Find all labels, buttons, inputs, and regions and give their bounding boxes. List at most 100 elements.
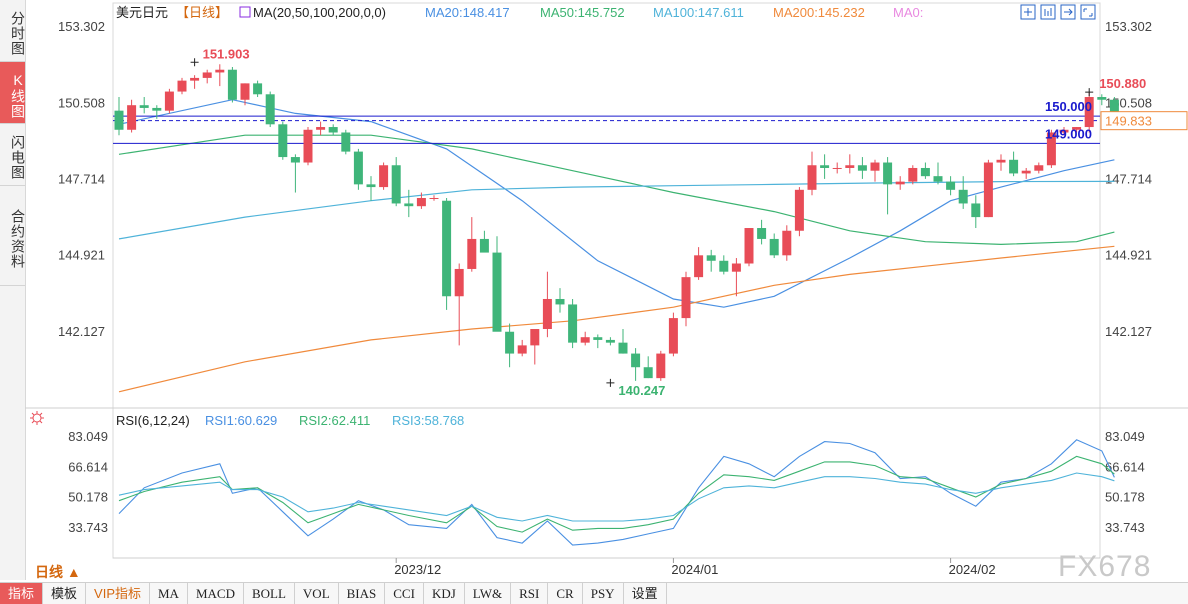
candle[interactable] [794, 187, 804, 237]
candle[interactable] [1097, 94, 1107, 106]
candle[interactable] [580, 331, 590, 346]
candle[interactable] [996, 154, 1006, 171]
fullscreen-icon[interactable] [1080, 4, 1096, 20]
candle[interactable] [1021, 167, 1031, 179]
candle[interactable] [164, 88, 174, 114]
candle[interactable] [227, 66, 237, 103]
candle[interactable] [139, 97, 149, 114]
candle[interactable] [618, 329, 628, 354]
candle[interactable] [971, 195, 981, 229]
candle[interactable] [152, 105, 162, 119]
candle[interactable] [555, 288, 565, 313]
candle[interactable] [353, 148, 363, 190]
candle[interactable] [492, 236, 502, 332]
expand-icon[interactable] [1020, 4, 1036, 20]
candle[interactable] [744, 228, 754, 267]
indicator-tab-14[interactable]: 设置 [624, 583, 667, 604]
candle[interactable] [190, 75, 200, 89]
candle[interactable] [341, 129, 351, 155]
candle[interactable] [215, 64, 225, 87]
candle[interactable] [769, 233, 779, 259]
candle[interactable] [404, 189, 414, 218]
candle[interactable] [668, 312, 678, 357]
indicator-tab-10[interactable]: LW& [465, 583, 512, 604]
indicator-tab-1[interactable]: 模板 [43, 583, 87, 604]
candle[interactable] [479, 230, 489, 253]
candle[interactable] [265, 91, 275, 128]
candle[interactable] [240, 83, 250, 106]
candle[interactable] [253, 80, 263, 98]
candle[interactable] [328, 124, 338, 136]
sidebar-tab-2[interactable]: 闪电图 [0, 124, 26, 186]
candle[interactable] [593, 334, 603, 349]
candle[interactable] [568, 298, 578, 349]
indicator-tab-3[interactable]: MA [150, 583, 188, 604]
sidebar-tab-1[interactable]: K线图 [0, 62, 26, 124]
arrow-right-icon[interactable] [1060, 4, 1076, 20]
candle[interactable] [290, 154, 300, 193]
candle[interactable] [782, 225, 792, 261]
candle[interactable] [983, 159, 993, 218]
candle[interactable] [681, 271, 691, 327]
candle[interactable] [920, 162, 930, 179]
candle[interactable] [429, 195, 439, 201]
candle[interactable] [1009, 151, 1019, 177]
sidebar-tab-3[interactable]: 合约资料 [0, 186, 26, 286]
indicator-tab-13[interactable]: PSY [583, 583, 624, 604]
candle[interactable] [303, 127, 313, 166]
candle[interactable] [757, 219, 767, 245]
candle[interactable] [870, 159, 880, 182]
indicator-tab-12[interactable]: CR [548, 583, 583, 604]
candle[interactable] [454, 263, 464, 346]
candle[interactable] [719, 255, 729, 275]
candle[interactable] [883, 157, 893, 215]
candle[interactable] [656, 350, 666, 381]
sidebar-tab-0[interactable]: 分时图 [0, 0, 26, 62]
indicator-tab-11[interactable]: RSI [511, 583, 549, 604]
candle[interactable] [946, 176, 956, 196]
indicator-tab-2[interactable]: VIP指标 [86, 583, 150, 604]
indicator-tab-8[interactable]: CCI [385, 583, 424, 604]
candle[interactable] [442, 198, 452, 310]
candle[interactable] [706, 249, 716, 272]
candle[interactable] [832, 162, 842, 174]
indicator-tab-0[interactable]: 指标 [0, 583, 44, 604]
candle[interactable] [1034, 162, 1044, 174]
indicator-tab-5[interactable]: BOLL [244, 583, 295, 604]
candle[interactable] [694, 247, 704, 280]
indicator-tab-4[interactable]: MACD [188, 583, 244, 604]
candle[interactable] [1046, 129, 1056, 168]
sun-icon[interactable] [30, 411, 44, 425]
ma-settings-icon[interactable] [239, 6, 251, 18]
period-selector[interactable]: 日线 ▲ [35, 564, 81, 580]
candle[interactable] [278, 121, 288, 160]
candle[interactable] [542, 271, 552, 338]
candle[interactable] [127, 99, 137, 133]
candle[interactable] [933, 162, 943, 185]
candle[interactable] [517, 339, 527, 357]
candle[interactable] [505, 323, 515, 368]
candle[interactable] [958, 176, 968, 209]
candle[interactable] [1072, 127, 1082, 133]
candle[interactable] [177, 77, 187, 95]
candle[interactable] [908, 165, 918, 185]
candle[interactable] [202, 69, 212, 84]
indicator-tab-9[interactable]: KDJ [424, 583, 465, 604]
price-chart[interactable]: 美元日元 【日线】 MA(20,50,100,200,0,0) MA20:148… [0, 0, 1188, 580]
candle[interactable] [895, 176, 905, 190]
candle[interactable] [379, 162, 389, 190]
candle[interactable] [820, 154, 830, 179]
candle[interactable] [1059, 127, 1069, 136]
indicator-tab-7[interactable]: BIAS [339, 583, 386, 604]
candle[interactable] [845, 154, 855, 174]
candle[interactable] [416, 192, 426, 209]
candle[interactable] [467, 217, 477, 272]
candle[interactable] [631, 348, 641, 381]
candle[interactable] [530, 329, 540, 365]
candle[interactable] [857, 157, 867, 179]
candle[interactable] [807, 151, 817, 196]
candle[interactable] [605, 337, 615, 346]
candle[interactable] [316, 121, 326, 136]
candle[interactable] [643, 356, 653, 379]
candle[interactable] [731, 258, 741, 297]
